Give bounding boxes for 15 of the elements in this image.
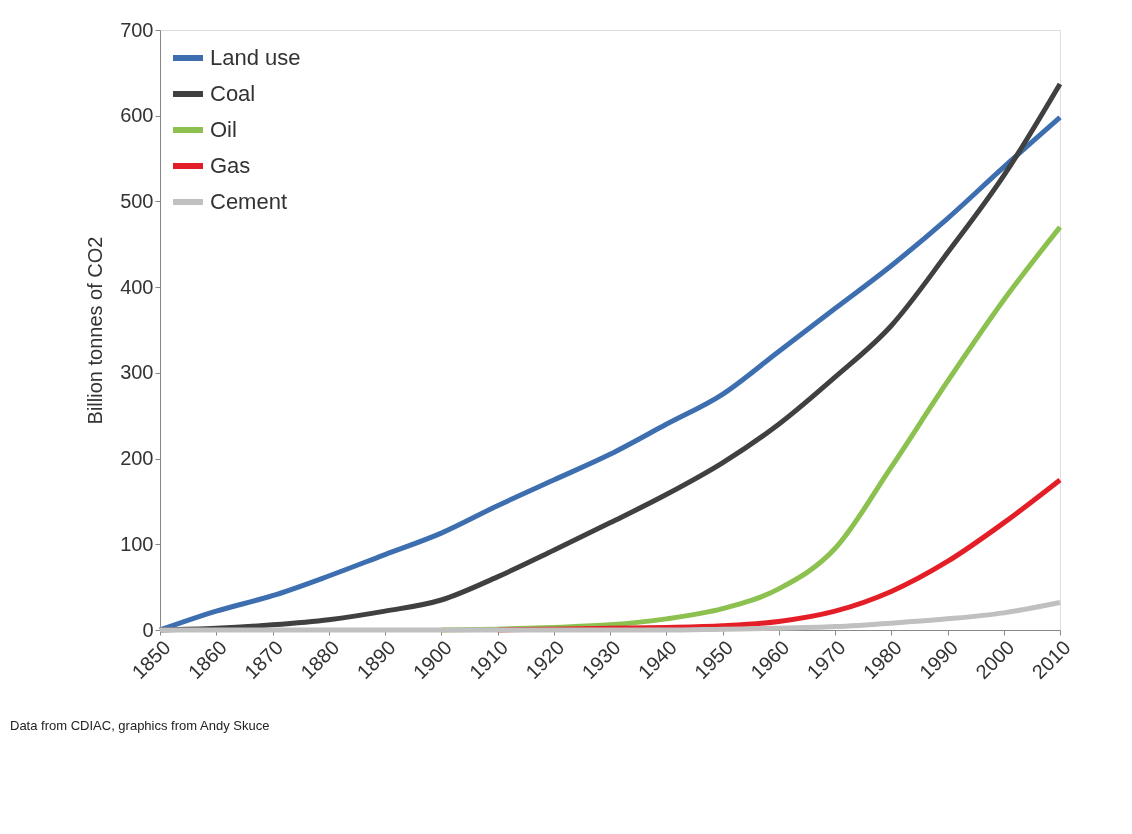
y-tick-label: 600 (120, 104, 154, 127)
y-tick-label: 0 (142, 618, 154, 641)
y-tick-label: 300 (120, 361, 154, 384)
text: Data from CDIAC, graphics from Andy Skuce (10, 718, 270, 733)
y-tick-label: 200 (120, 447, 154, 470)
y-axis-title: Billion tonnes of CO2 (84, 236, 107, 425)
y-tick-label: 700 (120, 18, 154, 41)
legend-label: Coal (210, 81, 256, 106)
y-tick-label: 400 (120, 275, 154, 298)
y-tick-label: 500 (120, 189, 154, 212)
legend-label: Gas (210, 153, 251, 178)
legend-label: Land use (210, 45, 301, 70)
legend-label: Cement (210, 189, 288, 214)
y-tick-label: 100 (120, 532, 154, 555)
legend-label: Oil (210, 117, 237, 142)
